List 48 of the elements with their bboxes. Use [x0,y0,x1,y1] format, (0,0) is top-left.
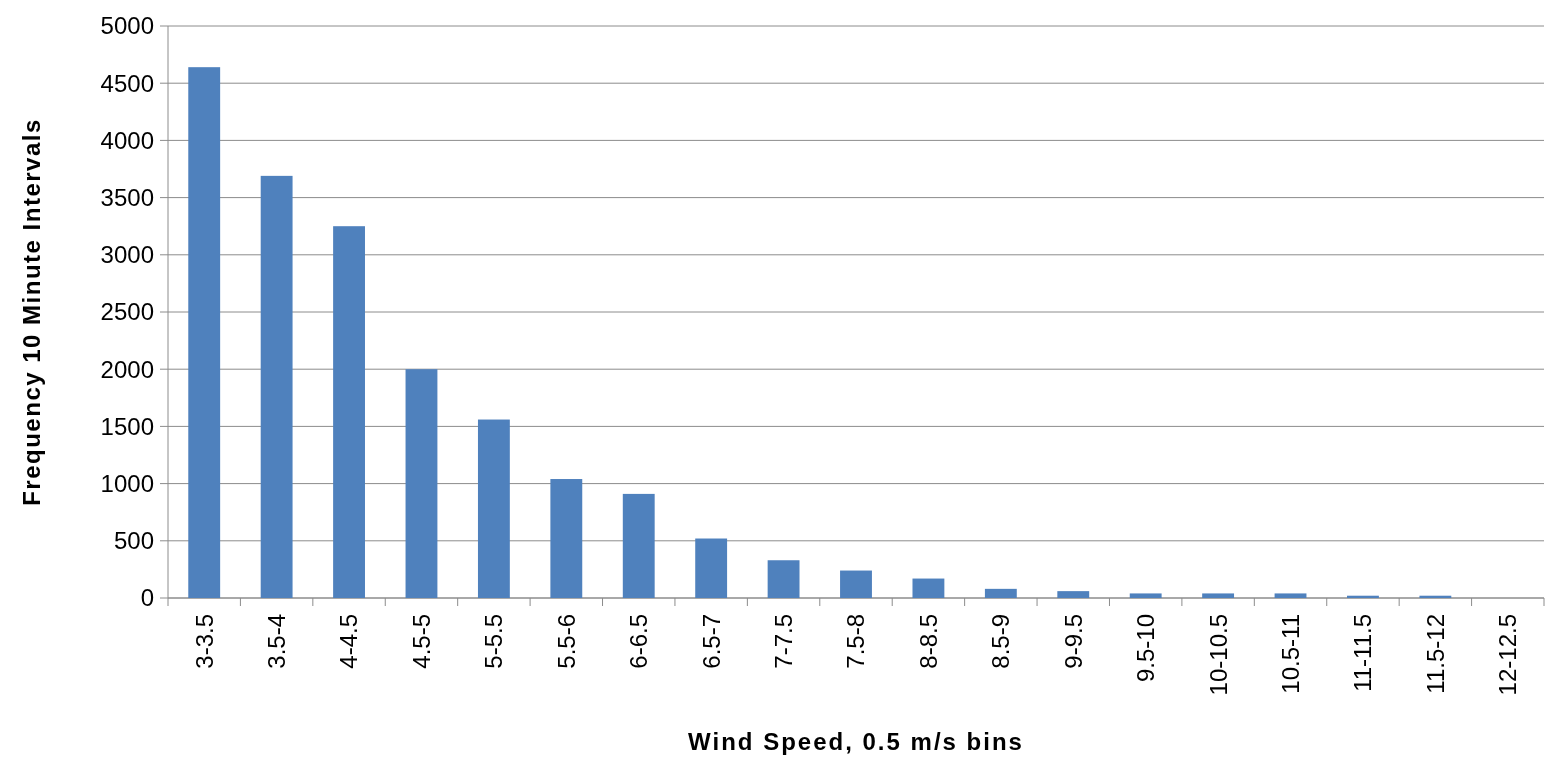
bar [333,226,365,598]
bar [405,369,438,598]
x-tick-label: 9.5-10 [1132,614,1160,683]
bar [912,578,945,598]
y-tick-label: 4000 [100,126,154,154]
y-tick-label: 3500 [100,184,154,211]
x-tick-label: 9-9.5 [1059,614,1087,669]
bar [622,493,655,598]
x-tick-label: 6.5-7 [697,614,725,669]
bar [1274,593,1307,598]
x-tick-label: 10-10.5 [1204,614,1232,696]
x-tick-label: 8.5-9 [987,614,1015,669]
x-tick-label: 12-12.5 [1494,614,1522,696]
x-tick-label: 4-4.5 [335,614,363,669]
bar [984,588,1017,598]
x-tick-label: 7-7.5 [769,614,797,669]
y-tick-label: 2500 [100,298,154,326]
y-tick-label: 1500 [100,412,154,440]
x-tick-label: 4.5-5 [407,614,435,669]
bar [188,67,221,598]
x-tick-label: 8-8.5 [914,614,942,669]
y-tick-label: 5000 [100,12,154,40]
x-tick-label: 5-5.5 [480,614,508,669]
bar [1129,593,1162,598]
y-tick-label: 1000 [100,470,154,497]
bar [550,479,583,598]
y-tick-label: 2000 [100,355,154,383]
y-tick-label: 0 [140,584,154,612]
x-tick-label: 3.5-4 [263,614,291,669]
x-tick-label: 11-11.5 [1349,614,1377,692]
bar [840,570,872,598]
x-tick-label: 7.5-8 [842,614,870,669]
bar [260,175,293,598]
x-tick-label: 11.5-12 [1421,614,1449,694]
bar [767,560,800,598]
x-tick-label: 3-3.5 [190,614,218,669]
x-axis-title: Wind Speed, 0.5 m/s bins [688,728,1024,755]
y-axis-title: Frequency 10 Minute Intervals [18,118,45,506]
x-tick-label: 6-6.5 [625,614,653,669]
x-tick-label: 10.5-11 [1276,614,1304,694]
bar [1057,591,1090,598]
bar [477,419,510,598]
x-tick-label: 5.5-6 [552,614,580,669]
y-tick-label: 4500 [100,69,154,97]
bar [695,538,728,598]
bar [1202,593,1235,598]
y-tick-label: 500 [113,527,154,555]
y-tick-label: 3000 [100,241,154,269]
